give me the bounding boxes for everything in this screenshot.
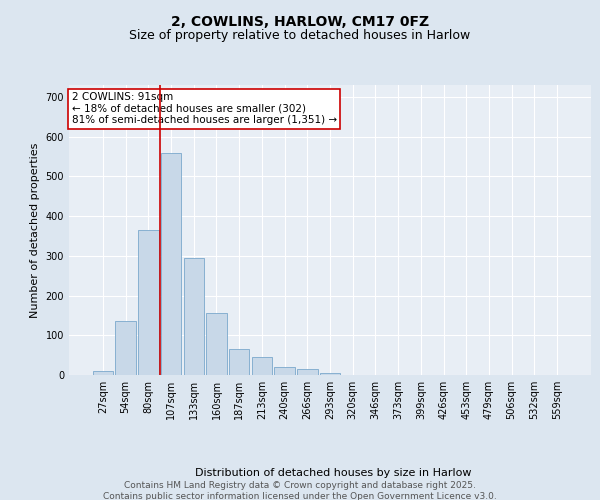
Text: 2, COWLINS, HARLOW, CM17 0FZ: 2, COWLINS, HARLOW, CM17 0FZ bbox=[171, 16, 429, 30]
Bar bbox=[251, 357, 272, 375]
Bar bbox=[115, 322, 136, 375]
Bar bbox=[138, 230, 158, 375]
Text: 2 COWLINS: 91sqm
← 18% of detached houses are smaller (302)
81% of semi-detached: 2 COWLINS: 91sqm ← 18% of detached house… bbox=[71, 92, 337, 126]
Bar bbox=[274, 367, 295, 375]
Text: Contains HM Land Registry data © Crown copyright and database right 2025.
Contai: Contains HM Land Registry data © Crown c… bbox=[103, 482, 497, 500]
Bar bbox=[297, 369, 317, 375]
Bar bbox=[161, 152, 181, 375]
Bar bbox=[229, 349, 250, 375]
Y-axis label: Number of detached properties: Number of detached properties bbox=[30, 142, 40, 318]
Text: Size of property relative to detached houses in Harlow: Size of property relative to detached ho… bbox=[130, 28, 470, 42]
Text: Distribution of detached houses by size in Harlow: Distribution of detached houses by size … bbox=[195, 468, 471, 477]
Bar bbox=[93, 371, 113, 375]
Bar bbox=[206, 314, 227, 375]
Bar bbox=[320, 373, 340, 375]
Bar bbox=[184, 258, 204, 375]
